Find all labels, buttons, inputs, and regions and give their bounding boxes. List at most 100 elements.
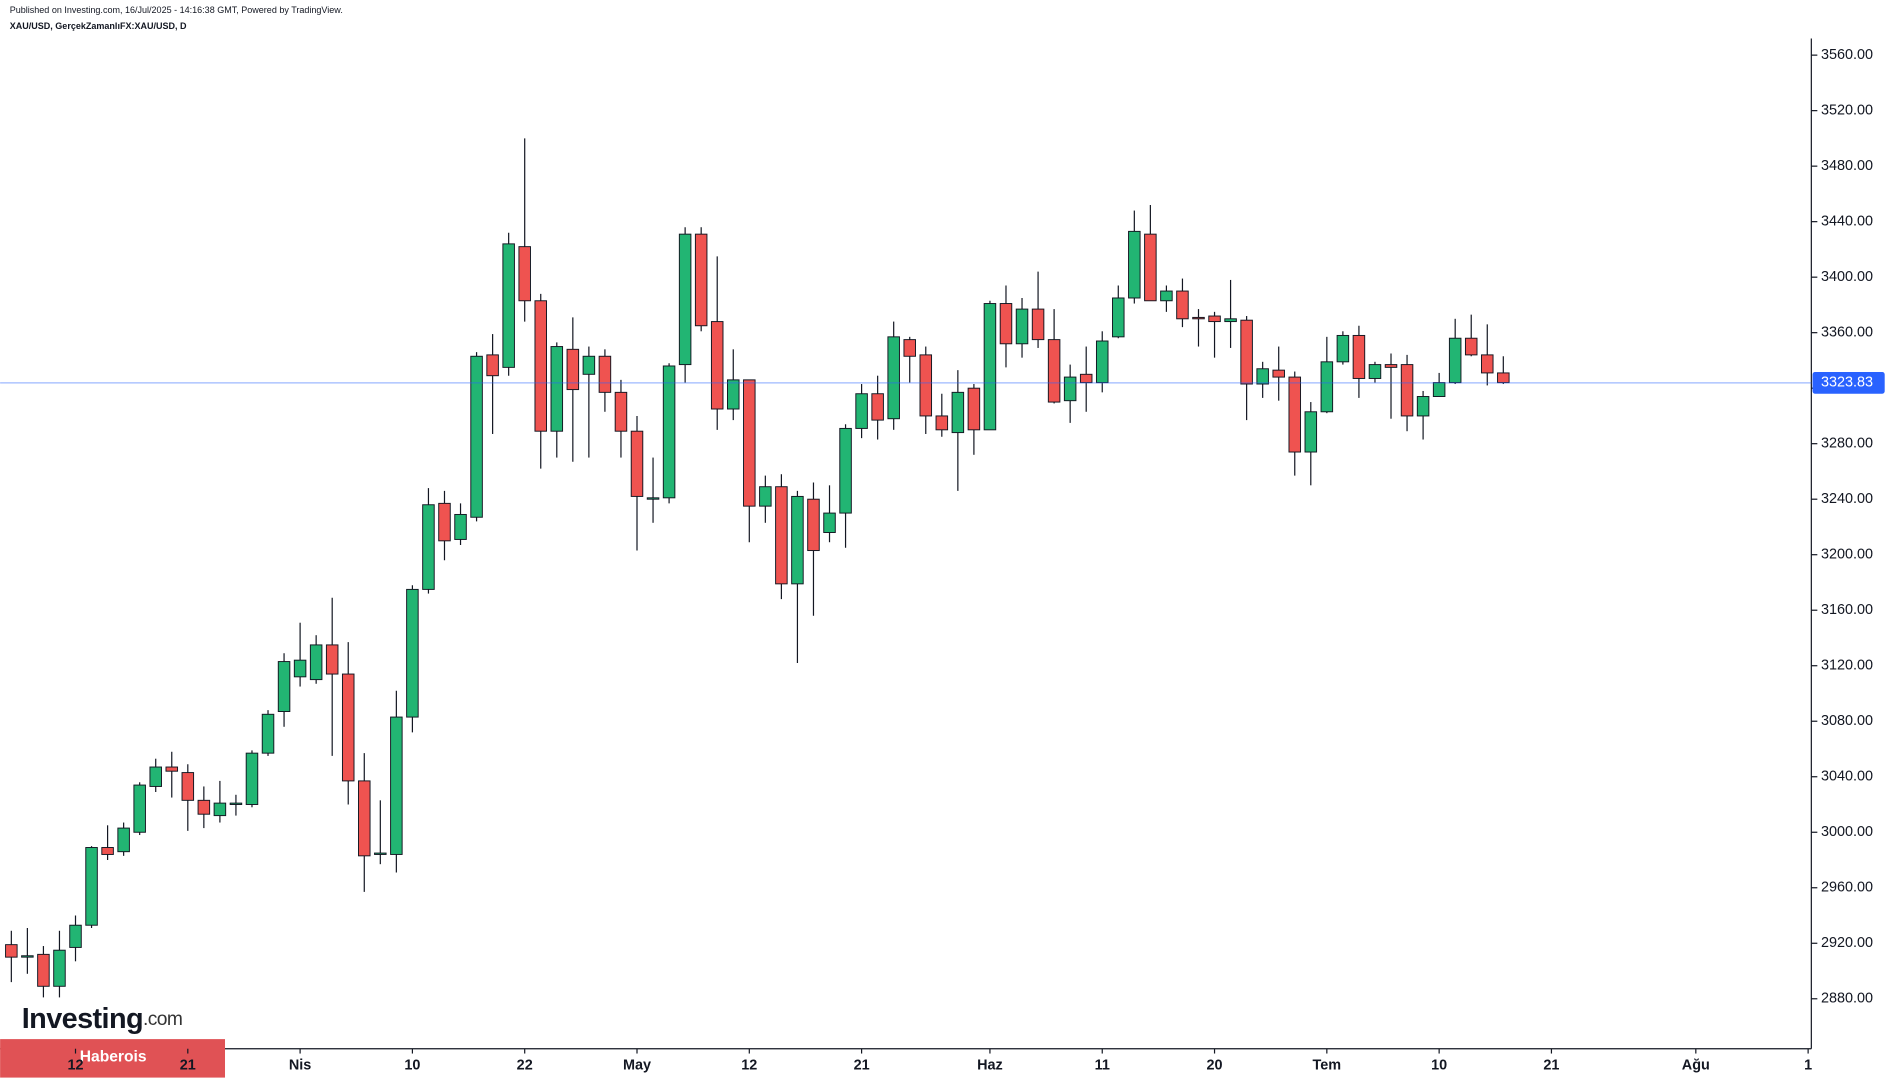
candle-body xyxy=(614,391,628,432)
candle-body xyxy=(710,321,724,410)
candle-body xyxy=(1144,233,1157,302)
x-tick-label: 21 xyxy=(1543,1057,1559,1073)
candle-body xyxy=(743,379,756,507)
logo-suffix: .com xyxy=(143,1009,182,1030)
candle-body xyxy=(1320,361,1334,413)
candle-body xyxy=(775,486,788,585)
candle-body xyxy=(245,752,259,805)
x-tick-label: May xyxy=(623,1057,651,1073)
candle-body xyxy=(1336,334,1350,363)
candle-body xyxy=(1304,411,1318,453)
candle-body xyxy=(534,300,548,432)
symbol-info: XAU/USD, GerçekZamanlıFX:XAU/USD, D xyxy=(10,21,187,31)
candle-body xyxy=(133,784,146,833)
candle-body xyxy=(422,504,435,590)
x-tick-label: 20 xyxy=(1207,1057,1223,1073)
candle-body xyxy=(1416,396,1430,417)
candle-body xyxy=(1497,372,1510,384)
candle-body xyxy=(1272,369,1285,378)
candle-body xyxy=(149,766,162,787)
candle-body xyxy=(951,391,965,434)
candle-body xyxy=(887,336,900,420)
candle-body xyxy=(213,802,227,817)
candle-body xyxy=(582,355,596,375)
plot-area xyxy=(5,138,1510,998)
candle-body xyxy=(341,673,355,782)
candle-body xyxy=(117,827,130,853)
candle-body xyxy=(325,644,339,675)
y-tick-label: 3360.00 xyxy=(1821,324,1873,340)
candle-body xyxy=(983,303,997,431)
candle-body xyxy=(1095,340,1109,384)
y-tick-label: 3200.00 xyxy=(1821,547,1873,563)
candle-body xyxy=(85,847,98,926)
candle-body xyxy=(935,415,949,431)
candle-body xyxy=(1464,337,1478,356)
candle-body xyxy=(999,303,1013,345)
candle-body xyxy=(37,953,50,987)
candle-body xyxy=(438,502,451,542)
candle-body xyxy=(1031,308,1045,341)
candle-body xyxy=(694,233,708,327)
candle-body xyxy=(871,393,884,421)
candle-body xyxy=(1160,290,1173,302)
candle-body xyxy=(646,497,660,500)
y-tick-label: 3040.00 xyxy=(1821,769,1873,785)
y-tick-label: 3240.00 xyxy=(1821,491,1873,507)
candle-body xyxy=(566,348,580,391)
x-tick-label: 12 xyxy=(67,1057,83,1073)
x-tick-label: 21 xyxy=(854,1057,870,1073)
candle-body xyxy=(1352,334,1366,379)
y-tick-label: 2920.00 xyxy=(1821,935,1873,951)
y-tick-label: 3080.00 xyxy=(1821,713,1873,729)
candle-body xyxy=(903,339,916,357)
y-tick-label: 3120.00 xyxy=(1821,658,1873,674)
candle-body xyxy=(518,246,531,302)
candle-body xyxy=(1256,368,1269,385)
candle-body xyxy=(1400,364,1414,417)
y-tick-label: 3280.00 xyxy=(1821,436,1873,452)
candle-body xyxy=(21,955,34,958)
candle-body xyxy=(550,346,564,432)
x-tick-label: 1 xyxy=(1804,1057,1812,1073)
candle-body xyxy=(1192,316,1205,320)
candle-body xyxy=(1288,376,1302,453)
candle-body xyxy=(486,354,499,377)
candle-body xyxy=(277,661,291,713)
candle-body xyxy=(919,354,933,417)
candle-body xyxy=(1015,308,1029,345)
candle-body xyxy=(855,393,868,429)
candle-body xyxy=(293,659,307,678)
candle-body xyxy=(502,243,515,368)
logo-brand: Investing.com xyxy=(22,1002,183,1034)
candle-body xyxy=(197,799,211,815)
candle-body xyxy=(1063,376,1077,402)
candle-body xyxy=(791,495,804,585)
x-tick-label: 22 xyxy=(517,1057,533,1073)
candle-body xyxy=(454,513,467,540)
candle-body xyxy=(807,498,820,552)
x-tick-label: 10 xyxy=(1431,1057,1447,1073)
y-tick-label: 3480.00 xyxy=(1821,158,1873,174)
candle-body xyxy=(1128,230,1141,299)
candle-body xyxy=(678,233,692,366)
y-tick-label: 3160.00 xyxy=(1821,602,1873,618)
candle-body xyxy=(229,802,243,805)
candle-body xyxy=(53,949,66,987)
candle-body xyxy=(967,387,981,431)
x-tick-label: 11 xyxy=(1095,1057,1110,1073)
candle-body xyxy=(727,379,740,410)
y-tick-label: 3440.00 xyxy=(1821,213,1873,229)
x-tick-label: 21 xyxy=(180,1057,196,1073)
x-tick-label: Ağu xyxy=(1682,1057,1710,1073)
candle-body xyxy=(261,713,275,754)
candle-body xyxy=(470,355,483,518)
candle-body xyxy=(181,772,195,801)
candle-body xyxy=(406,588,419,718)
candle-body xyxy=(823,512,836,533)
candle-body xyxy=(69,924,82,948)
candle-body xyxy=(759,486,772,507)
y-tick-label: 3520.00 xyxy=(1821,102,1873,118)
